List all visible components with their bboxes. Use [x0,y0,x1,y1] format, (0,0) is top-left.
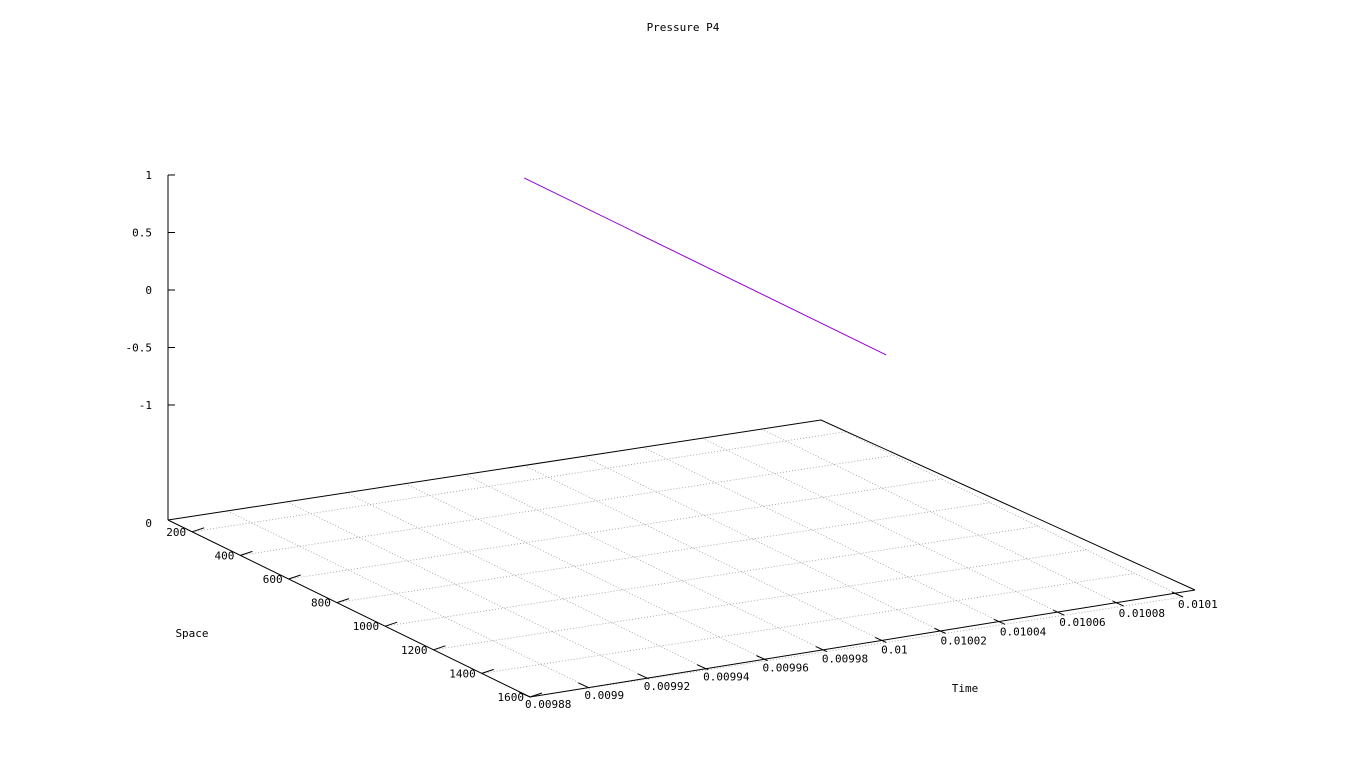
x-tick-label: 600 [263,573,283,586]
y-tick-label: 0.01 [881,643,908,656]
tick-marks [168,174,1184,698]
y-tick-label: 0.01008 [1119,607,1165,620]
x-gridline [385,525,1039,627]
y-gridline [761,428,1124,607]
z-tick-label: 0.5 [132,227,152,240]
series-line [523,177,887,356]
x-tick-label: 400 [215,549,235,562]
z-tick-label: 1 [145,169,152,182]
x-tick-mark [529,692,543,698]
y-tick-mark [815,646,828,653]
x-tick-mark [191,527,205,533]
x-gridline [481,573,1135,674]
y-tick-mark [637,673,649,680]
x-tick-mark [336,598,350,604]
y-gridline [524,465,887,643]
x-tick-mark [385,621,398,627]
x-tick-label: 200 [166,526,186,539]
z-tick-label: 0 [145,284,152,297]
y-gridline [583,456,946,634]
y-gridline [702,437,1065,616]
x-tick-label: 1600 [498,691,525,704]
y-gridline [464,474,827,652]
x-tick-label: 1400 [449,667,476,680]
y-tick-mark [756,655,768,662]
x-gridline [192,431,846,533]
y-tick-mark [1053,609,1065,616]
z-tick-label: -0.5 [126,342,153,355]
y-tick-label: 0.01006 [1059,616,1105,629]
y-tick-label: 0.00992 [644,680,690,693]
y-tick-label: 0.00996 [762,662,808,675]
y-axis-label: Time [952,682,979,695]
y-tick-mark [874,636,887,643]
y-gridline [642,446,1006,625]
x-gridline [529,596,1184,698]
chart-title: Pressure P4 [647,21,720,34]
y-tick-mark [1112,600,1124,607]
y-tick-mark [934,627,946,634]
y-tick-mark [578,682,590,689]
z-tick-label: -1 [139,399,152,412]
y-tick-label: 0.0101 [1178,598,1218,611]
x-tick-mark [433,645,446,651]
x-gridline [240,455,894,556]
y-tick-mark [696,664,709,671]
x-tick-mark [288,574,301,580]
y-tick-label: 0.0099 [584,689,624,702]
series [523,177,887,356]
y-tick-mark [1171,591,1184,598]
x-tick-mark [240,550,253,556]
y-tick-mark [518,691,531,698]
y-gridline [820,419,1184,598]
x-tick-mark [481,668,494,674]
y-gridline [405,483,768,661]
y-tick-label: 0.00994 [703,671,750,684]
x-tick-label: 1000 [353,620,380,633]
x-tick-label: 800 [311,597,331,610]
y-tick-label: 0.01004 [1000,625,1047,638]
y-gridline [227,510,590,689]
y-tick-mark [993,618,1006,625]
z-base-label: 0 [145,517,152,530]
y-tick-label: 0.00988 [525,698,571,711]
x-gridline [336,502,990,603]
y-gridline [345,492,709,671]
x-tick-label: 1200 [401,644,428,657]
x-gridline [433,549,1087,651]
y-tick-label: 0.01002 [941,634,987,647]
base-back-edges [167,419,1196,591]
grid [167,419,1184,698]
y-tick-label: 0.00998 [822,653,868,666]
x-axis-label: Space [175,627,208,640]
x-gridline [288,478,942,580]
y-gridline [286,501,649,680]
